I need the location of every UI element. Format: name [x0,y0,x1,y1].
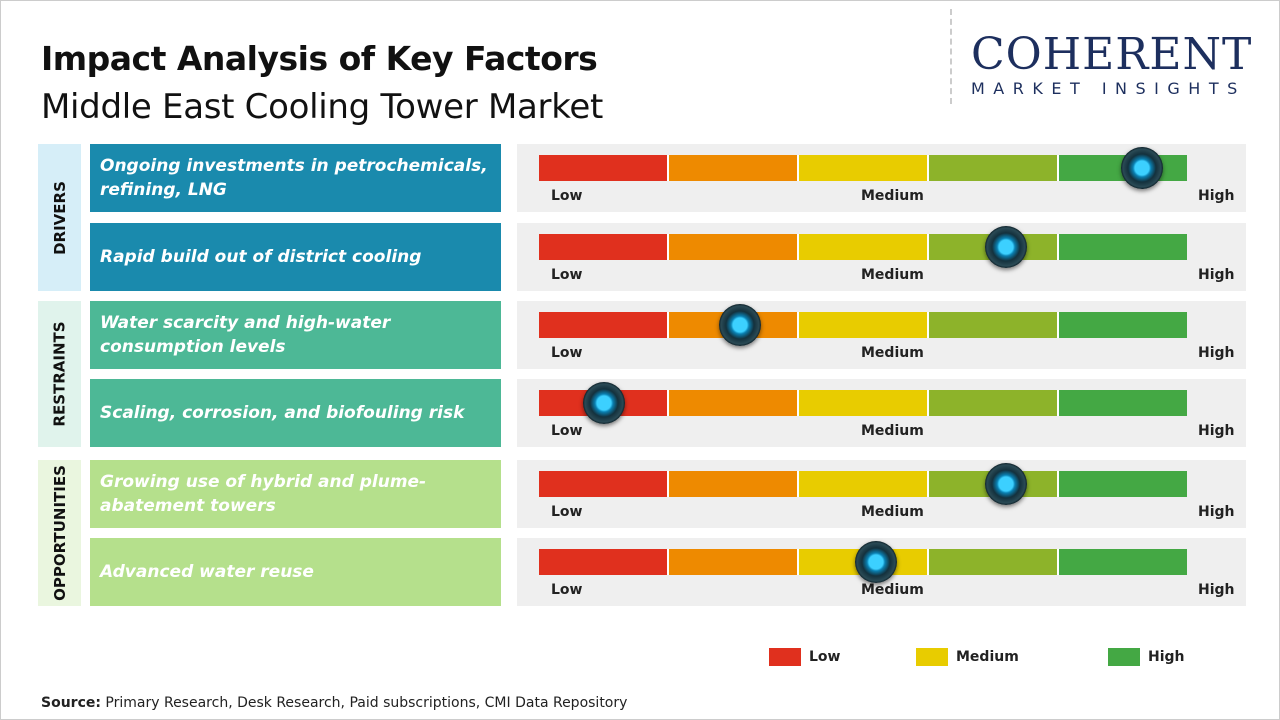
factor-label: Advanced water reuse [90,538,501,606]
low-label: Low [551,188,583,204]
impact-gauge: Low Medium High [517,223,1246,291]
logo: COHERENT MARKET INSIGHTS [971,29,1261,99]
medium-label: Medium [861,188,924,204]
impact-segment [929,155,1059,181]
impact-segment [1059,234,1187,260]
impact-marker-icon [854,541,897,583]
group-label-text: RESTRAINTS [50,321,69,427]
impact-segment [1059,312,1187,338]
factor-text: Rapid build out of district cooling [100,247,422,267]
impact-bar [539,234,1187,260]
impact-gauge: Low Medium High [517,538,1246,606]
impact-segment [669,390,799,416]
impact-segment [539,155,669,181]
legend-label: Medium [956,649,1019,665]
legend-swatch [1108,648,1140,666]
factor-label: Scaling, corrosion, and biofouling risk [90,379,501,447]
impact-segment [799,312,929,338]
impact-marker-icon [1120,147,1163,189]
impact-bar [539,471,1187,497]
factor-text: Ongoing investments in petrochemicals, r… [100,156,488,200]
logo-main: COHERENT [971,29,1253,80]
medium-label: Medium [861,504,924,520]
factor-label: Ongoing investments in petrochemicals, r… [90,144,501,212]
impact-segment [669,234,799,260]
impact-segment [929,312,1059,338]
impact-bar [539,312,1187,338]
high-label: High [1198,423,1235,439]
low-label: Low [551,345,583,361]
low-label: Low [551,267,583,283]
high-label: High [1198,582,1235,598]
impact-bar [539,390,1187,416]
impact-segment [669,549,799,575]
source-text: Primary Research, Desk Research, Paid su… [105,695,628,711]
impact-segment [1059,471,1187,497]
page-title: Impact Analysis of Key Factors [41,39,598,78]
impact-segment [669,471,799,497]
legend-medium: Medium [916,648,1019,666]
impact-segment [539,471,669,497]
factor-text: Advanced water reuse [100,562,314,582]
low-label: Low [551,582,583,598]
impact-segment [539,234,669,260]
factor-label: Water scarcity and high-water consumptio… [90,301,501,369]
high-label: High [1198,504,1235,520]
logo-sub: MARKET INSIGHTS [971,79,1246,98]
impact-bar [539,155,1187,181]
low-label: Low [551,504,583,520]
medium-label: Medium [861,423,924,439]
impact-segment [799,390,929,416]
impact-segment [929,549,1059,575]
legend-label: High [1148,649,1185,665]
legend-low: Low [769,648,840,666]
medium-label: Medium [861,267,924,283]
legend-label: Low [809,649,841,665]
source-label: Source: [41,695,101,711]
group-label-drivers: DRIVERS [38,144,81,291]
impact-gauge: Low Medium High [517,301,1246,369]
page-subtitle: Middle East Cooling Tower Market [41,87,604,127]
legend-swatch [769,648,801,666]
impact-marker-icon [718,304,761,346]
impact-segment [669,155,799,181]
impact-marker-icon [582,382,625,424]
impact-segment [539,549,669,575]
impact-segment [799,471,929,497]
divider [950,9,952,104]
impact-segment [539,312,669,338]
legend-high: High [1108,648,1185,666]
low-label: Low [551,423,583,439]
impact-marker-icon [984,226,1027,268]
impact-segment [799,155,929,181]
group-label-text: DRIVERS [50,180,69,255]
high-label: High [1198,188,1235,204]
source-note: Source: Primary Research, Desk Research,… [41,695,627,711]
impact-gauge: Low Medium High [517,379,1246,447]
impact-gauge: Low Medium High [517,144,1246,212]
legend-swatch [916,648,948,666]
medium-label: Medium [861,582,924,598]
impact-segment [799,234,929,260]
medium-label: Medium [861,345,924,361]
group-label-opportunities: OPPORTUNITIES [38,460,81,606]
high-label: High [1198,345,1235,361]
impact-marker-icon [984,463,1027,505]
group-label-restraints: RESTRAINTS [38,301,81,447]
factor-label: Rapid build out of district cooling [90,223,501,291]
group-label-text: OPPORTUNITIES [50,465,69,601]
high-label: High [1198,267,1235,283]
impact-segment [929,390,1059,416]
factor-text: Water scarcity and high-water consumptio… [100,313,391,357]
factor-text: Growing use of hybrid and plume-abatemen… [100,472,427,516]
impact-segment [1059,390,1187,416]
impact-gauge: Low Medium High [517,460,1246,528]
factor-text: Scaling, corrosion, and biofouling risk [100,403,465,423]
impact-segment [1059,549,1187,575]
factor-label: Growing use of hybrid and plume-abatemen… [90,460,501,528]
